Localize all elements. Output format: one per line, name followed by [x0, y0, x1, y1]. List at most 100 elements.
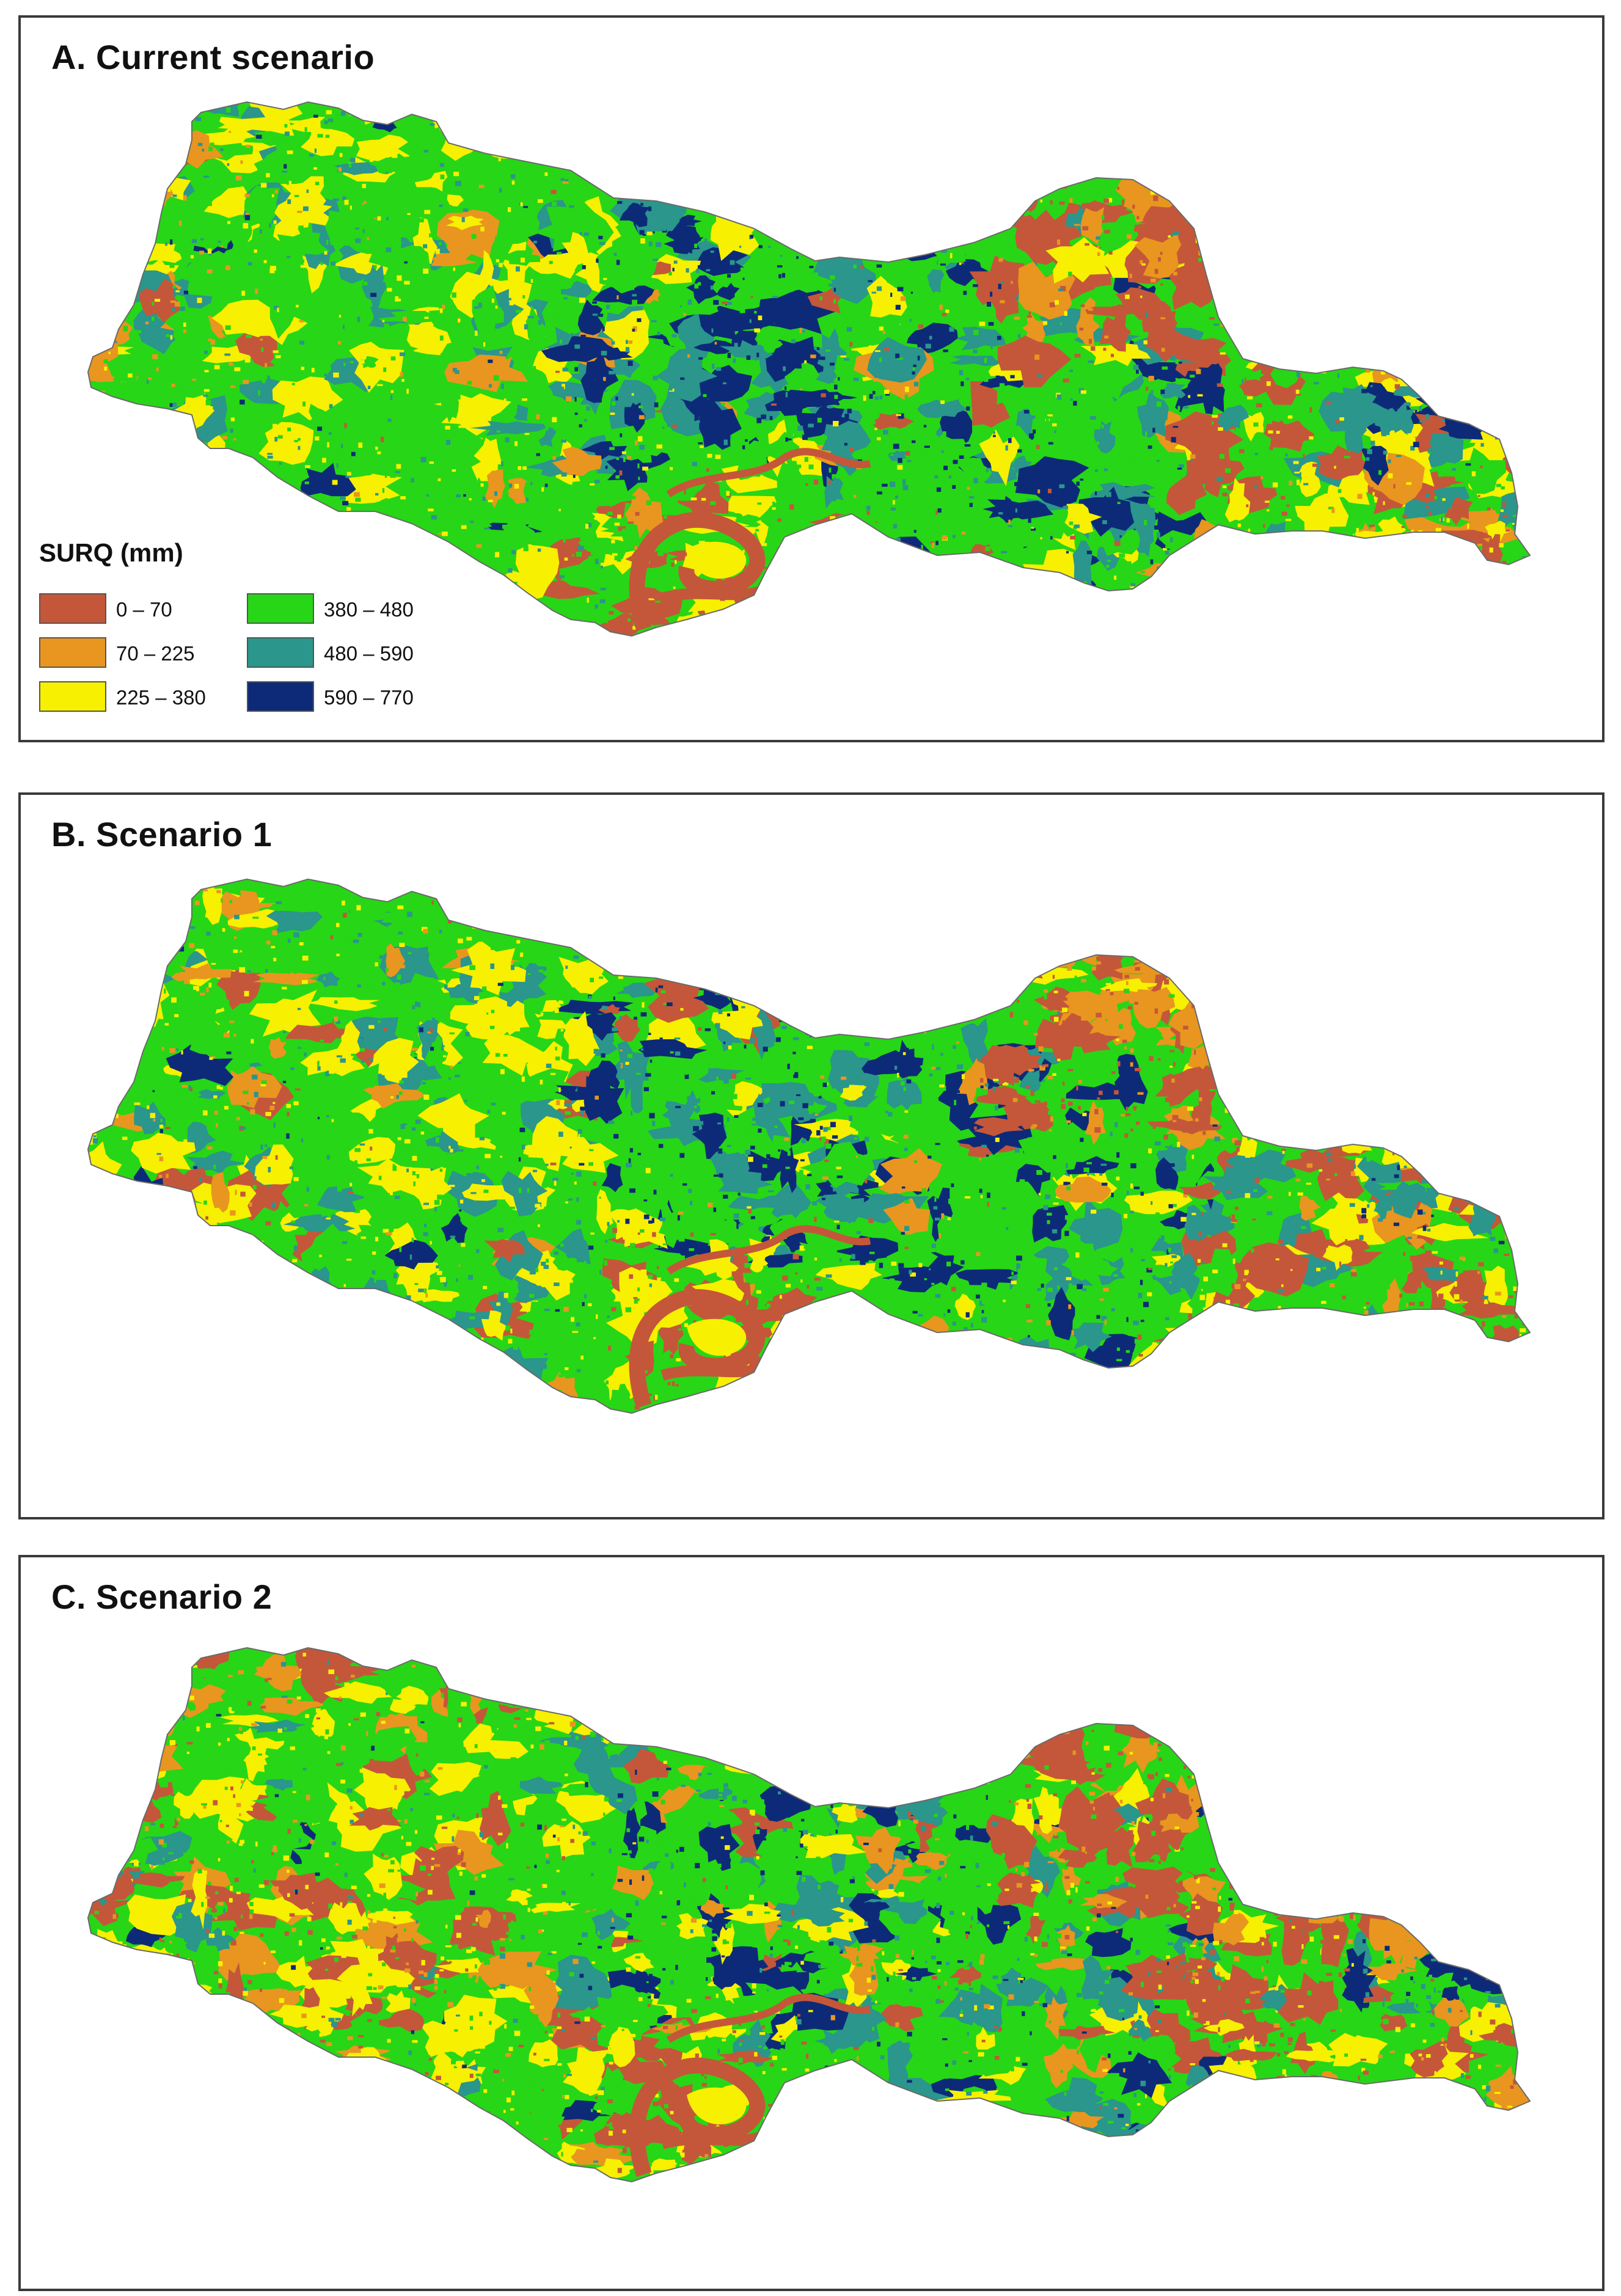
- surq-patch: [758, 1371, 837, 1384]
- surq-patch: [1080, 207, 1104, 245]
- surq-cell: [117, 123, 122, 127]
- surq-cell: [401, 265, 407, 269]
- surq-patch: [491, 1389, 519, 1409]
- surq-cell: [1195, 932, 1199, 935]
- surq-cell: [367, 386, 371, 389]
- surq-patch: [1099, 978, 1158, 992]
- surq-cell: [1263, 606, 1268, 611]
- surq-cell: [505, 484, 511, 488]
- surq-cell: [440, 174, 445, 180]
- surq-cell: [1518, 1157, 1521, 1160]
- surq-cell: [566, 396, 572, 401]
- surq-cell: [509, 301, 514, 305]
- surq-cell: [260, 229, 262, 234]
- surq-cell: [411, 501, 413, 507]
- surq-cell: [123, 120, 128, 124]
- surq-cell: [341, 451, 343, 456]
- surq-cell: [1410, 388, 1415, 392]
- surq-cell: [822, 607, 828, 610]
- surq-cell: [805, 483, 808, 486]
- surq-cell: [532, 150, 535, 156]
- surq-cell: [769, 966, 774, 970]
- surq-cell: [398, 103, 403, 109]
- surq-cell: [523, 546, 529, 552]
- surq-cell: [131, 1163, 134, 1165]
- surq-cell: [594, 1108, 598, 1110]
- surq-cell: [730, 260, 735, 265]
- surq-cell: [821, 113, 827, 118]
- surq-cell: [854, 1137, 858, 1139]
- surq-cell: [1231, 1219, 1237, 1223]
- surq-cell: [1462, 996, 1466, 1000]
- surq-cell: [622, 526, 626, 529]
- surq-cell: [1309, 436, 1314, 440]
- surq-cell: [244, 194, 250, 197]
- surq-cell: [1490, 1237, 1496, 1241]
- surq-cell: [940, 1401, 943, 1404]
- surq-patch: [425, 1372, 458, 1405]
- surq-cell: [605, 1240, 608, 1243]
- surq-cell: [898, 894, 901, 899]
- surq-cell: [532, 447, 535, 450]
- surq-cell: [675, 560, 677, 565]
- surq-cell: [594, 152, 597, 154]
- surq-cell: [325, 134, 330, 138]
- surq-cell: [924, 1362, 930, 1366]
- surq-cell: [240, 400, 245, 405]
- surq-cell: [835, 177, 838, 180]
- surq-cell: [287, 150, 293, 155]
- surq-cell: [386, 913, 390, 918]
- surq-cell: [893, 444, 899, 449]
- surq-cell: [135, 954, 138, 960]
- surq-cell: [1323, 1317, 1328, 1321]
- surq-cell: [1465, 590, 1467, 595]
- surq-patch: [376, 385, 426, 420]
- surq-patch: [512, 1280, 543, 1303]
- surq-cell: [1059, 201, 1065, 205]
- surq-cell: [627, 161, 632, 163]
- surq-cell: [832, 132, 835, 136]
- surq-cell: [1156, 596, 1161, 599]
- surq-cell: [1511, 392, 1514, 396]
- surq-patch: [698, 1068, 745, 1083]
- surq-cell: [1066, 1186, 1071, 1191]
- surq-cell: [1103, 348, 1107, 351]
- surq-cell: [89, 327, 94, 330]
- surq-cell: [717, 623, 722, 627]
- surq-cell: [921, 1004, 924, 1008]
- surq-cell: [731, 1073, 736, 1079]
- surq-cell: [780, 568, 783, 572]
- surq-cell: [520, 257, 525, 263]
- surq-cell: [1261, 476, 1263, 480]
- surq-cell: [1046, 416, 1049, 422]
- surq-cell: [1366, 1121, 1368, 1125]
- surq-cell: [1512, 514, 1518, 517]
- surq-cell: [204, 461, 210, 464]
- surq-cell: [1506, 320, 1512, 326]
- surq-cell: [426, 494, 430, 497]
- surq-cell: [1182, 217, 1185, 220]
- surq-cell: [211, 1039, 216, 1044]
- surq-cell: [1135, 905, 1142, 909]
- surq-cell: [172, 402, 177, 407]
- surq-cell: [800, 1159, 805, 1161]
- surq-patch: [1018, 1123, 1083, 1173]
- surq-cell: [756, 591, 761, 597]
- surq-cell: [1352, 544, 1357, 547]
- surq-cell: [452, 292, 456, 298]
- surq-cell: [431, 311, 436, 316]
- surq-cell: [294, 195, 299, 197]
- surq-cell: [506, 298, 511, 301]
- surq-cell: [287, 938, 291, 943]
- surq-cell: [726, 207, 731, 210]
- surq-patch: [1127, 433, 1148, 453]
- surq-cell: [448, 1350, 452, 1355]
- surq-cell: [571, 333, 574, 337]
- surq-patch: [1485, 521, 1511, 543]
- surq-cell: [1209, 317, 1215, 320]
- surq-cell: [265, 363, 267, 367]
- surq-patch: [1457, 1127, 1530, 1176]
- surq-cell: [400, 496, 406, 500]
- surq-cell: [271, 194, 274, 197]
- surq-cell: [1031, 527, 1034, 529]
